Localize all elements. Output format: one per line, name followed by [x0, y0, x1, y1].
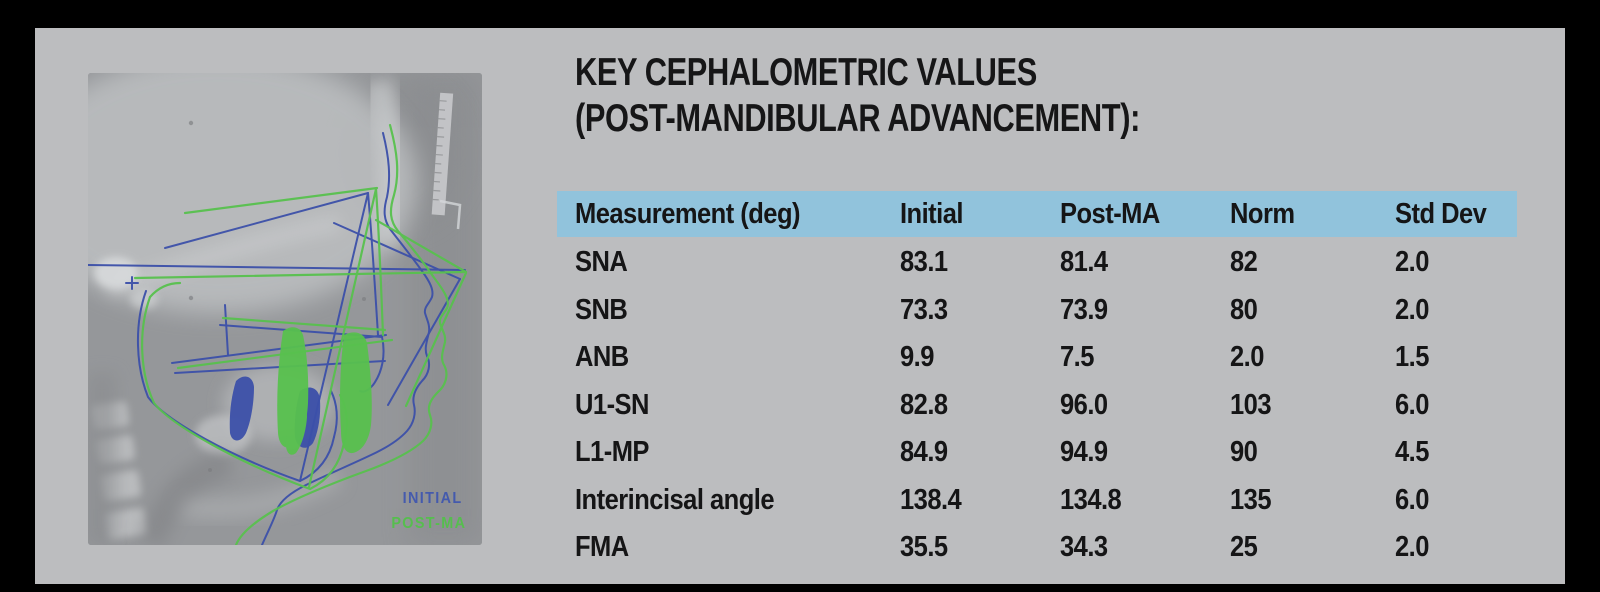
stddev-value: 6.0: [1395, 483, 1429, 516]
table-row-snb: SNB 73.3 73.9 80 2.0: [557, 287, 1517, 335]
stddev-value: 2.0: [1395, 531, 1429, 564]
norm-value: 103: [1230, 388, 1272, 421]
postma-value: 7.5: [1060, 341, 1094, 374]
norm-value: 90: [1230, 436, 1258, 469]
initial-value: 35.5: [900, 531, 948, 564]
norm-value: 25: [1230, 531, 1258, 564]
stddev-value: 2.0: [1395, 246, 1429, 279]
table-row-u1sn: U1-SN 82.8 96.0 103 6.0: [557, 382, 1517, 430]
measurement-label: ANB: [575, 341, 629, 374]
stddev-value: 6.0: [1395, 388, 1429, 421]
column-header-postma: Post-MA: [1060, 197, 1160, 230]
initial-value: 9.9: [900, 341, 934, 374]
norm-value: 82: [1230, 246, 1258, 279]
postma-teeth: [277, 327, 372, 455]
initial-value: 73.3: [900, 293, 948, 326]
initial-value: 84.9: [900, 436, 948, 469]
postma-value: 34.3: [1060, 531, 1108, 564]
xray-ruler: [431, 92, 454, 216]
stddev-value: 4.5: [1395, 436, 1429, 469]
measurement-label: Interincisal angle: [575, 483, 775, 516]
table-row-fma: FMA 35.5 34.3 25 2.0: [557, 524, 1517, 572]
table-row-anb: ANB 9.9 7.5 2.0 1.5: [557, 334, 1517, 382]
norm-value: 80: [1230, 293, 1258, 326]
measurement-label: SNA: [575, 246, 628, 279]
initial-tracing: [88, 132, 466, 545]
table-row-sna: SNA 83.1 81.4 82 2.0: [557, 239, 1517, 287]
legend-initial-label: INITIAL: [402, 490, 462, 507]
legend-postma-label: POST-MA: [390, 515, 466, 532]
cephalometric-values-table: Measurement (deg) Initial Post-MA Norm S…: [557, 191, 1517, 572]
measurement-label: SNB: [575, 293, 628, 326]
xray-tracing-graphic: [88, 73, 482, 545]
cephalometric-xray-image: INITIAL POST-MA: [88, 73, 482, 545]
stddev-value: 2.0: [1395, 293, 1429, 326]
measurement-label: L1-MP: [575, 436, 649, 469]
column-header-stddev: Std Dev: [1395, 197, 1487, 230]
column-header-norm: Norm: [1230, 197, 1295, 230]
postma-value: 81.4: [1060, 246, 1108, 279]
postma-value: 134.8: [1060, 483, 1122, 516]
postma-value: 94.9: [1060, 436, 1108, 469]
norm-value: 135: [1230, 483, 1272, 516]
measurement-label: FMA: [575, 531, 629, 564]
initial-value: 82.8: [900, 388, 948, 421]
postma-value: 73.9: [1060, 293, 1108, 326]
column-header-initial: Initial: [900, 197, 963, 230]
page-title-line1: KEY CEPHALOMETRIC VALUES: [575, 51, 1037, 94]
gray-panel-background: INITIAL POST-MA KEY CEPHALOMETRIC VALUES…: [35, 28, 1565, 584]
initial-value: 138.4: [900, 483, 962, 516]
table-header-row: Measurement (deg) Initial Post-MA Norm S…: [557, 191, 1517, 237]
norm-value: 2.0: [1230, 341, 1264, 374]
page-title: KEY CEPHALOMETRIC VALUES (POST-MANDIBULA…: [575, 50, 1290, 142]
measurement-label: U1-SN: [575, 388, 649, 421]
initial-value: 83.1: [900, 246, 948, 279]
stddev-value: 1.5: [1395, 341, 1429, 374]
postma-value: 96.0: [1060, 388, 1108, 421]
table-row-l1mp: L1-MP 84.9 94.9 90 4.5: [557, 429, 1517, 477]
table-body: SNA 83.1 81.4 82 2.0 SNB 73.3 73.9 80 2.…: [557, 239, 1517, 572]
table-row-interincisal: Interincisal angle 138.4 134.8 135 6.0: [557, 477, 1517, 525]
page-title-line2: (POST-MANDIBULAR ADVANCEMENT):: [575, 97, 1140, 140]
column-header-measurement: Measurement (deg): [575, 197, 801, 230]
